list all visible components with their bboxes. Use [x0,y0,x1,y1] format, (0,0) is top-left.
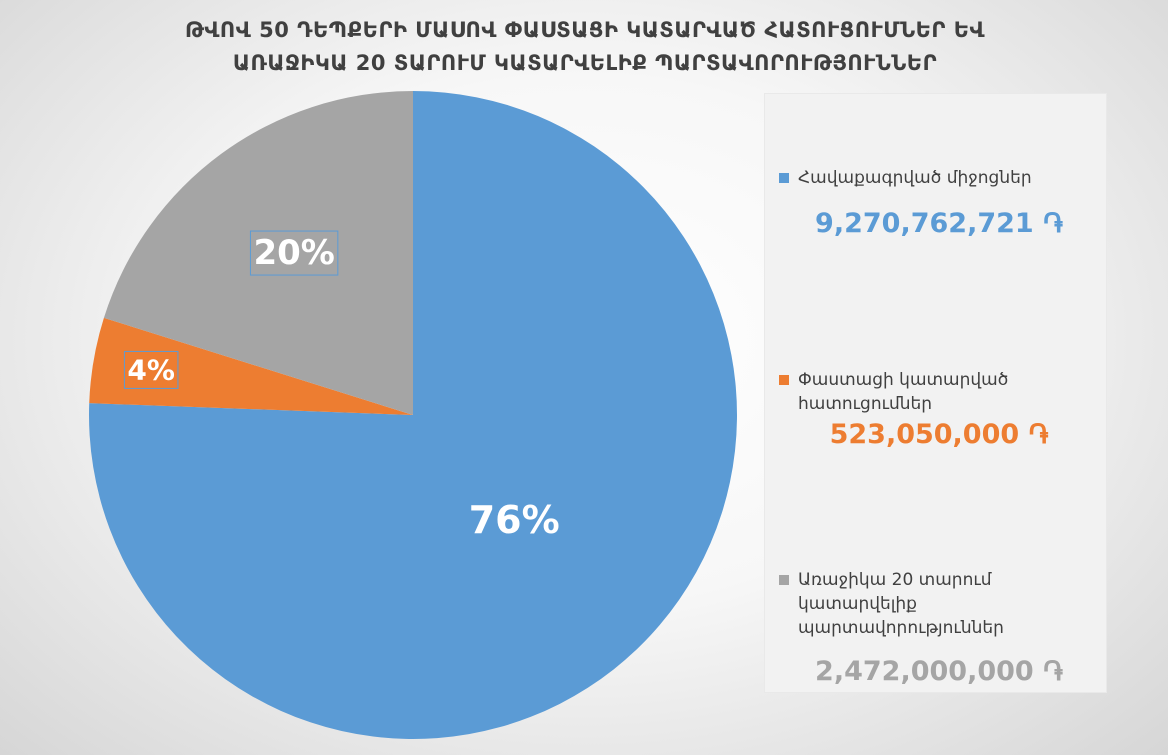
chart-title-line-2: ԱՌԱՋԻԿԱ 20 ՏԱՐՈՒՄ ԿԱՏԱՐՎԵԼԻՔ ՊԱՐՏԱՎՈՐՈՒԹ… [232,51,938,75]
pie-slice-paid [89,317,413,415]
legend-item-obligations: Առաջիկա 20 տարում կատարվելիք պարտավորութ… [779,568,1099,688]
legend-value-paid: 523,050,000 ֏ [829,419,1049,450]
legend-swatch-obligations [779,575,789,585]
pie-slice-collected [88,91,737,739]
legend-swatch-collected [779,173,789,183]
pie-label-paid: 4% [127,353,175,386]
pie-chart: 76% 4% 20% [88,91,737,739]
legend-item-collected: Հավաքագրված միջոցներ 9,270,762,721 ֏ [779,166,1099,240]
legend-swatch-paid [779,375,789,385]
pie-label-box-obligations [249,230,339,276]
legend-value-obligations: 2,472,000,000 ֏ [815,656,1063,687]
legend-item-paid: Փաստացի կատարված հատուցումներ 523,050,00… [779,368,1099,451]
pie-label-box-paid [123,350,179,389]
legend: Հավաքագրված միջոցներ 9,270,762,721 ֏ Փաս… [764,93,1107,693]
pie-label-collected: 76% [469,498,560,542]
legend-label-collected: Հավաքագրված միջոցներ [798,168,1032,188]
legend-label-obligations: Առաջիկա 20 տարում կատարվելիք պարտավորութ… [798,570,1004,638]
legend-label-paid: Փաստացի կատարված հատուցումներ [798,370,1009,414]
pie-slice-obligations [103,91,414,415]
chart-title: ԹՎՈՎ 50 ԴԵՊՔԵՐԻ ՄԱՍՈՎ ՓԱՍՏԱՑԻ ԿԱՏԱՐՎԱԾ Հ… [60,14,1110,80]
chart-title-line-1: ԹՎՈՎ 50 ԴԵՊՔԵՐԻ ՄԱՍՈՎ ՓԱՍՏԱՑԻ ԿԱՏԱՐՎԱԾ Հ… [184,18,986,42]
legend-value-collected: 9,270,762,721 ֏ [815,208,1063,239]
pie-label-obligations: 20% [253,233,334,273]
